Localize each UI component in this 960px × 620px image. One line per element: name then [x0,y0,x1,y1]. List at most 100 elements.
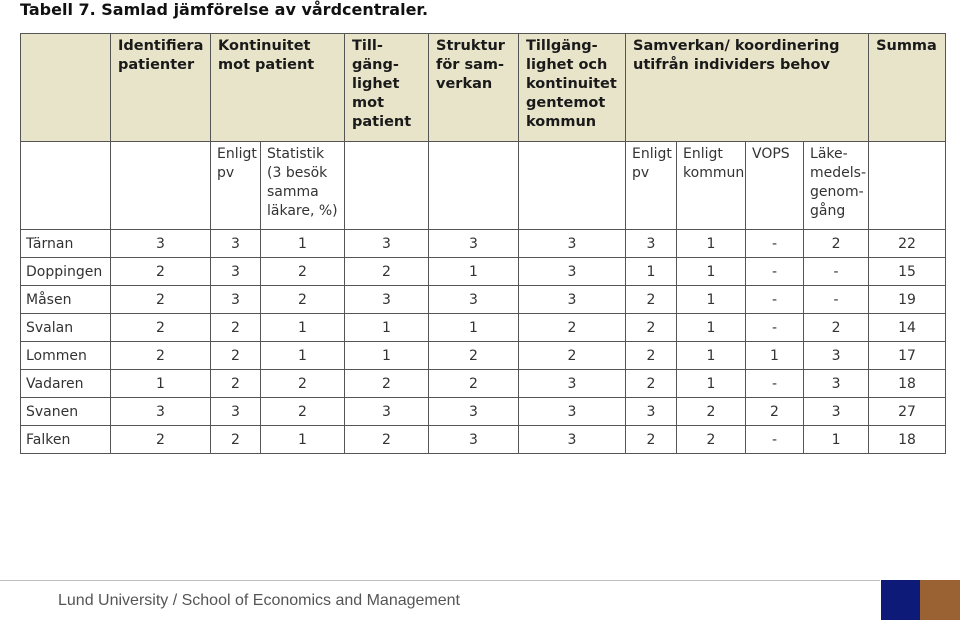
cell: 3 [518,229,627,258]
subheader-lakemedel: Läke-medels-genom-gång [803,141,870,230]
cell: 3 [803,369,870,398]
row-name: Svanen [20,397,111,426]
cell: 2 [803,313,870,342]
cell-summa: 14 [868,313,947,342]
cell: 3 [428,229,520,258]
cell: 2 [259,257,346,286]
cell: 2 [625,369,678,398]
cell: 1 [259,313,346,342]
cell: - [745,257,805,286]
cell: 2 [110,257,211,286]
cell: 3 [518,397,627,426]
cell: 2 [210,313,261,342]
header-corner [20,33,111,142]
cell: 3 [625,229,678,258]
cell: 2 [344,369,430,398]
subheader-empty [868,141,947,230]
header-kontinuitet: Kontinuitet mot patient [209,33,346,142]
cell: 3 [428,285,520,314]
subheader-empty [20,141,111,230]
table-row: Lommen 2 2 1 1 2 2 2 1 1 3 17 [20,341,947,370]
cell: 2 [803,229,870,258]
cell-summa: 15 [868,257,947,286]
header-summa: Summa [868,33,947,142]
header-tillganglighet: Till-gäng-lighet mot patient [344,33,430,142]
cell: 1 [676,257,747,286]
cell: - [803,285,870,314]
cell: 1 [803,425,870,454]
table-row: Svalan 2 2 1 1 1 2 2 1 - 2 14 [20,313,947,342]
cell: 1 [676,313,747,342]
cell: 1 [428,257,520,286]
subheader-empty [344,141,430,230]
footer-accent-blue [881,580,920,620]
cell-summa: 18 [868,369,947,398]
row-name: Måsen [20,285,111,314]
table-row: Vadaren 1 2 2 2 2 3 2 1 - 3 18 [20,369,947,398]
cell: 1 [676,285,747,314]
cell: - [745,369,805,398]
cell: 2 [344,257,430,286]
cell: 2 [210,341,261,370]
subheader-empty [518,141,627,230]
cell: 2 [210,369,261,398]
cell: 3 [803,397,870,426]
cell: 3 [210,257,261,286]
table-row: Falken 2 2 1 2 3 3 2 2 - 1 18 [20,425,947,454]
cell: 3 [110,229,211,258]
cell: 1 [344,313,430,342]
cell: 3 [518,425,627,454]
table-row: Tärnan 3 3 1 3 3 3 3 1 - 2 22 [20,229,947,258]
table-row: Svanen 3 3 2 3 3 3 3 2 2 3 27 [20,397,947,426]
cell: 1 [745,341,805,370]
subheader-vops: VOPS [745,141,805,230]
cell: 2 [428,341,520,370]
cell: 2 [110,341,211,370]
cell: 1 [259,425,346,454]
table-row: Måsen 2 3 2 3 3 3 2 1 - - 19 [20,285,947,314]
cell: 2 [625,425,678,454]
cell: 1 [676,369,747,398]
cell: 2 [110,313,211,342]
cell: 1 [259,341,346,370]
footer-accent-brown [920,580,960,620]
cell-summa: 19 [868,285,947,314]
cell: 1 [259,229,346,258]
cell: 2 [518,313,627,342]
footer-institution: Lund University / School of Economics an… [58,592,460,609]
row-name: Falken [20,425,111,454]
table-row: Doppingen 2 3 2 2 1 3 1 1 - - 15 [20,257,947,286]
cell: 1 [110,369,211,398]
cell: 2 [210,425,261,454]
cell: - [745,425,805,454]
cell: 3 [428,397,520,426]
cell: 2 [110,285,211,314]
cell: 1 [676,229,747,258]
header-identifiera: Identifiera patienter [110,33,211,142]
cell-summa: 17 [868,341,947,370]
cell: 2 [428,369,520,398]
cell-summa: 18 [868,425,947,454]
cell: 3 [428,425,520,454]
cell: 1 [676,341,747,370]
cell: 2 [625,341,678,370]
subheader-enligt-pv-samverkan: Enligt pv [625,141,678,230]
cell: 3 [625,397,678,426]
subheader-enligt-pv: Enligt pv [210,141,261,230]
cell: 2 [344,425,430,454]
header-struktur: Struktur för sam-verkan [428,33,520,142]
cell: 2 [259,285,346,314]
subheader-statistik: Statistik (3 besök samma läkare, %) [259,141,346,230]
row-name: Lommen [20,341,111,370]
page-title: Tabell 7. Samlad jämförelse av vårdcentr… [20,0,429,19]
row-name: Vadaren [20,369,111,398]
subheader-empty [428,141,520,230]
cell: 3 [344,285,430,314]
cell: 2 [625,313,678,342]
cell: 2 [518,341,627,370]
row-name: Tärnan [20,229,111,258]
cell: 3 [344,229,430,258]
cell: 2 [625,285,678,314]
cell: 2 [110,425,211,454]
cell-summa: 22 [868,229,947,258]
